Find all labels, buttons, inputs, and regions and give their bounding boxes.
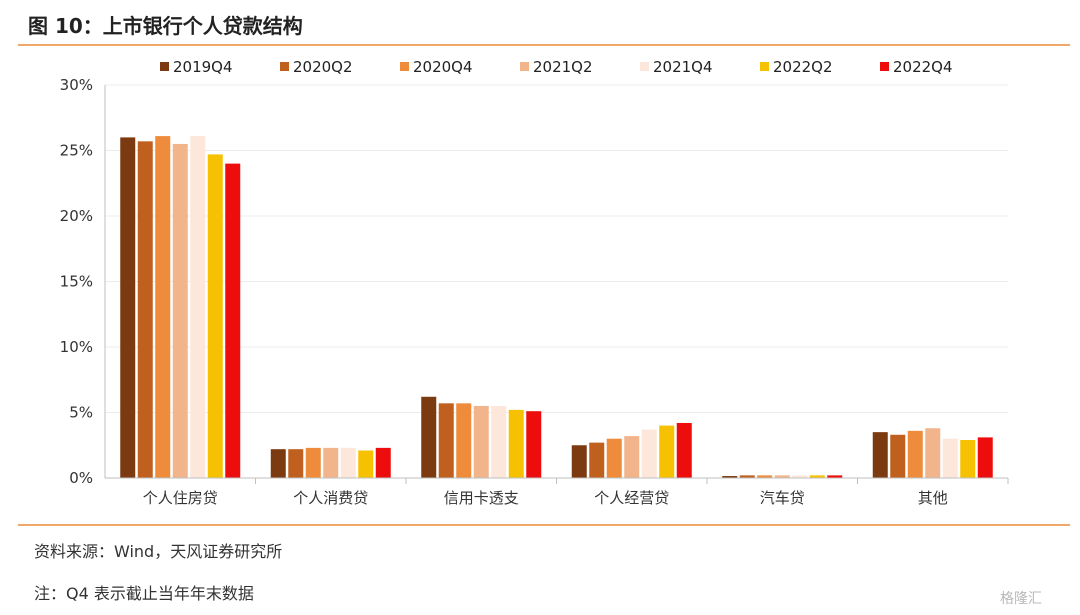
x-tick-label: 个人住房贷 (143, 489, 218, 507)
bar-2021Q4-5 (942, 438, 958, 478)
footer-divider (18, 524, 1070, 526)
bar-2021Q4-3 (641, 429, 657, 478)
legend-label: 2022Q4 (893, 58, 953, 76)
legend: 2019Q4 2020Q2 2020Q4 2021Q2 2021Q4 2022Q2 2022… (160, 58, 953, 76)
bar-2020Q2-4 (739, 475, 755, 478)
bar-2020Q4-5 (907, 430, 923, 478)
legend-swatch (520, 62, 529, 71)
bar-2021Q2-1 (323, 447, 339, 478)
x-tick-label: 其他 (918, 489, 948, 507)
legend-label: 2020Q4 (413, 58, 473, 76)
legend-label: 2021Q2 (533, 58, 593, 76)
watermark-logo: 格隆汇 (1000, 591, 1042, 607)
y-tick-label: 20% (60, 207, 93, 225)
bar-2021Q4-2 (491, 405, 507, 478)
bar-2022Q2-1 (358, 450, 374, 478)
y-tick-label: 0% (69, 469, 93, 487)
x-tick-label: 个人消费贷 (293, 489, 368, 507)
bar-2021Q2-3 (624, 436, 640, 478)
bar-2022Q4-0 (225, 163, 241, 478)
bar-2022Q2-5 (960, 440, 976, 478)
bar-2022Q4-4 (827, 475, 843, 478)
bar-2020Q2-1 (288, 449, 304, 478)
legend-label: 2019Q4 (173, 58, 233, 76)
legend-label: 2021Q4 (653, 58, 713, 76)
figure-title: 图 10：上市银行个人贷款结构 (28, 14, 303, 38)
x-tick-label: 信用卡透支 (444, 489, 519, 507)
bar-chart: 0% 5% 10% 15% 20% 25% 30% 个人住房贷 个人消费贷 信用卡透支 个人经营贷… (60, 58, 1009, 507)
gridlines (105, 84, 1008, 413)
bar-2021Q2-4 (774, 475, 790, 478)
bar-2020Q4-0 (155, 136, 171, 478)
x-axis: 个人住房贷 个人消费贷 信用卡透支 个人经营贷 汽车贷 其他 (105, 477, 1009, 507)
bar-2019Q4-2 (421, 396, 437, 478)
x-tick-label: 个人经营贷 (594, 489, 669, 507)
legend-swatch (760, 62, 769, 71)
bar-2019Q4-4 (722, 476, 738, 478)
bar-2022Q2-2 (508, 409, 524, 478)
legend-swatch (400, 62, 409, 71)
y-axis: 0% 5% 10% 15% 20% 25% 30% (60, 76, 106, 487)
bar-2022Q4-3 (676, 422, 692, 478)
bars (120, 136, 993, 478)
legend-label: 2020Q2 (293, 58, 353, 76)
bar-2022Q4-5 (977, 437, 993, 478)
bar-2020Q2-3 (589, 442, 605, 478)
bar-2021Q2-5 (925, 428, 941, 478)
header-divider (18, 44, 1070, 46)
bar-2022Q4-2 (526, 411, 542, 478)
bar-2020Q4-1 (305, 447, 321, 478)
legend-swatch (880, 62, 889, 71)
bar-2019Q4-5 (872, 432, 888, 478)
bar-2020Q4-3 (606, 438, 622, 478)
bar-2021Q2-2 (473, 405, 489, 478)
bar-2021Q4-4 (792, 475, 808, 478)
bar-2020Q4-2 (456, 403, 472, 478)
legend-swatch (640, 62, 649, 71)
y-tick-label: 15% (60, 273, 93, 291)
y-tick-label: 25% (60, 142, 93, 160)
footnote: 注：Q4 表示截止当年年末数据 (34, 584, 254, 603)
y-tick-label: 30% (60, 76, 93, 94)
y-tick-label: 10% (60, 338, 93, 356)
source-note: 资料来源：Wind，天风证券研究所 (34, 542, 283, 561)
bar-2020Q2-2 (438, 403, 454, 478)
legend-swatch (280, 62, 289, 71)
bar-2022Q2-4 (809, 475, 825, 478)
bar-2022Q2-3 (659, 425, 675, 478)
x-tick-label: 汽车贷 (760, 489, 805, 507)
bar-2022Q2-0 (207, 154, 223, 478)
bar-2020Q2-5 (890, 434, 906, 478)
bar-2021Q4-1 (340, 447, 356, 478)
bar-2019Q4-0 (120, 137, 136, 478)
bar-2020Q2-0 (137, 141, 153, 478)
bar-2019Q4-3 (571, 445, 587, 478)
legend-label: 2022Q2 (773, 58, 833, 76)
bar-2022Q4-1 (375, 447, 391, 478)
bar-2020Q4-4 (757, 475, 773, 478)
bar-2021Q4-0 (190, 136, 206, 478)
bar-2021Q2-0 (172, 143, 188, 478)
bar-2019Q4-1 (270, 449, 286, 478)
y-tick-label: 5% (69, 404, 93, 422)
legend-swatch (160, 62, 169, 71)
